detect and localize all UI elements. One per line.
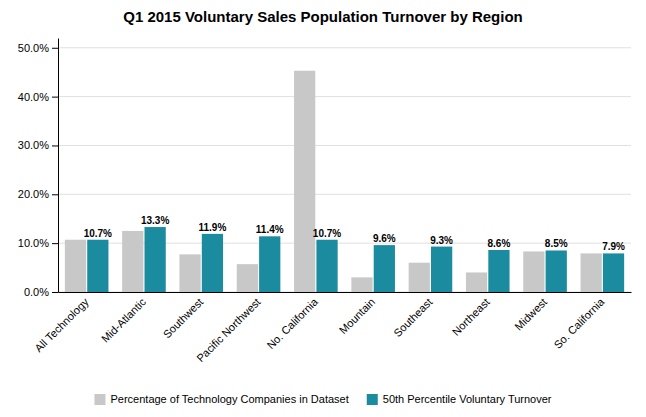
bar [65, 240, 86, 292]
bar-series [87, 227, 624, 292]
data-label: 10.7% [313, 228, 341, 239]
tick-mark [52, 97, 58, 98]
tick-label: 40.0% [18, 91, 49, 103]
bar [237, 264, 258, 292]
data-label: 10.7% [84, 228, 112, 239]
data-label: 8.5% [545, 238, 568, 249]
bar [523, 251, 544, 292]
tick-label: 30.0% [18, 139, 49, 151]
grid-line [58, 292, 631, 293]
bar [145, 227, 166, 292]
tick: So. California [551, 295, 607, 351]
title: Q1 2015 Voluntary Sales Population Turno… [123, 8, 523, 25]
data-label: 7.9% [602, 241, 625, 252]
tick-label: Mid-Atlantic [99, 295, 148, 344]
data-label: 9.6% [373, 233, 396, 244]
tick: Southwest [161, 296, 206, 341]
tick-label: Pacific Northwest [194, 296, 263, 365]
bar [603, 253, 624, 292]
legend-item: 50th Percentile Voluntary Turnover [367, 393, 552, 405]
bar [488, 250, 509, 292]
bar-series [65, 71, 602, 292]
data-label: 13.3% [141, 215, 169, 226]
tick: 10.0% [18, 237, 58, 249]
bar [316, 240, 337, 292]
legend-item: Percentage of Technology Companies in Da… [94, 393, 348, 405]
data-labels: 10.7% 13.3% 11.9% 11.4% 10.7% 9.6% 9.3% 8.6% 8.5… [84, 215, 625, 252]
bar [546, 250, 567, 292]
tick: Mid-Atlantic [99, 295, 148, 344]
tick-label: 0.0% [24, 286, 49, 298]
bar [259, 236, 280, 292]
bar [122, 231, 143, 292]
bar [351, 277, 372, 292]
bar [581, 253, 602, 292]
y-axis: 0.0% 10.0% 20.0% 30.0% 40.0% 50.0% [18, 39, 59, 299]
tick-label: 50.0% [18, 42, 49, 54]
bar [466, 272, 487, 292]
tick-mark [52, 145, 58, 146]
tick-label: All Technology [32, 295, 91, 354]
tick-label: 20.0% [18, 188, 49, 200]
legend-label: 50th Percentile Voluntary Turnover [383, 393, 552, 405]
chart: 0.0% 10.0% 20.0% 30.0% 40.0% 50.0% All Technol… [0, 0, 646, 417]
tick: 0.0% [24, 286, 58, 298]
axis-line [58, 39, 59, 293]
bar [431, 247, 452, 292]
tick-label: So. California [551, 295, 607, 351]
tick: 30.0% [18, 139, 58, 151]
grid-line [58, 96, 631, 97]
legend-swatch [367, 394, 378, 405]
grid-line [58, 145, 631, 146]
legend-label: Percentage of Technology Companies in Da… [110, 393, 348, 405]
axis-line [59, 292, 632, 293]
tick: All Technology [32, 295, 91, 354]
tick: Northeast [450, 296, 492, 338]
tick-label: 10.0% [18, 237, 49, 249]
bar [202, 234, 223, 292]
tick: Mountain [337, 296, 377, 336]
tick-label: Southeast [391, 296, 435, 340]
grid-line [58, 194, 631, 195]
tick: 50.0% [18, 42, 58, 54]
bar [409, 263, 430, 292]
tick: Pacific Northwest [194, 296, 263, 365]
data-label: 11.4% [256, 224, 284, 235]
tick-mark [52, 292, 58, 293]
bar [374, 245, 395, 292]
tick: 20.0% [18, 188, 58, 200]
bar [179, 254, 200, 292]
grid [58, 48, 631, 292]
tick: No. California [264, 295, 320, 351]
bars [65, 71, 624, 292]
tick-label: Mountain [337, 296, 377, 336]
legend: Percentage of Technology Companies in Da… [94, 393, 551, 405]
tick: Midwest [512, 296, 549, 333]
data-label: 8.6% [488, 238, 511, 249]
tick-mark [52, 243, 58, 244]
tick-label: Midwest [512, 296, 549, 333]
tick-label: Southwest [161, 296, 206, 341]
legend-swatch [94, 394, 105, 405]
tick-mark [52, 48, 58, 49]
data-label: 11.9% [199, 222, 227, 233]
tick: Southeast [391, 296, 435, 340]
tick-label: No. California [264, 295, 320, 351]
tick-label: Northeast [450, 296, 492, 338]
bar [294, 71, 315, 292]
grid-line [58, 47, 631, 48]
tick-mark [52, 194, 58, 195]
data-label: 9.3% [430, 235, 453, 246]
bar [87, 240, 108, 292]
x-axis: All TechnologyMid-Atlantic SouthwestPacif… [32, 293, 631, 365]
tick: 40.0% [18, 91, 58, 103]
